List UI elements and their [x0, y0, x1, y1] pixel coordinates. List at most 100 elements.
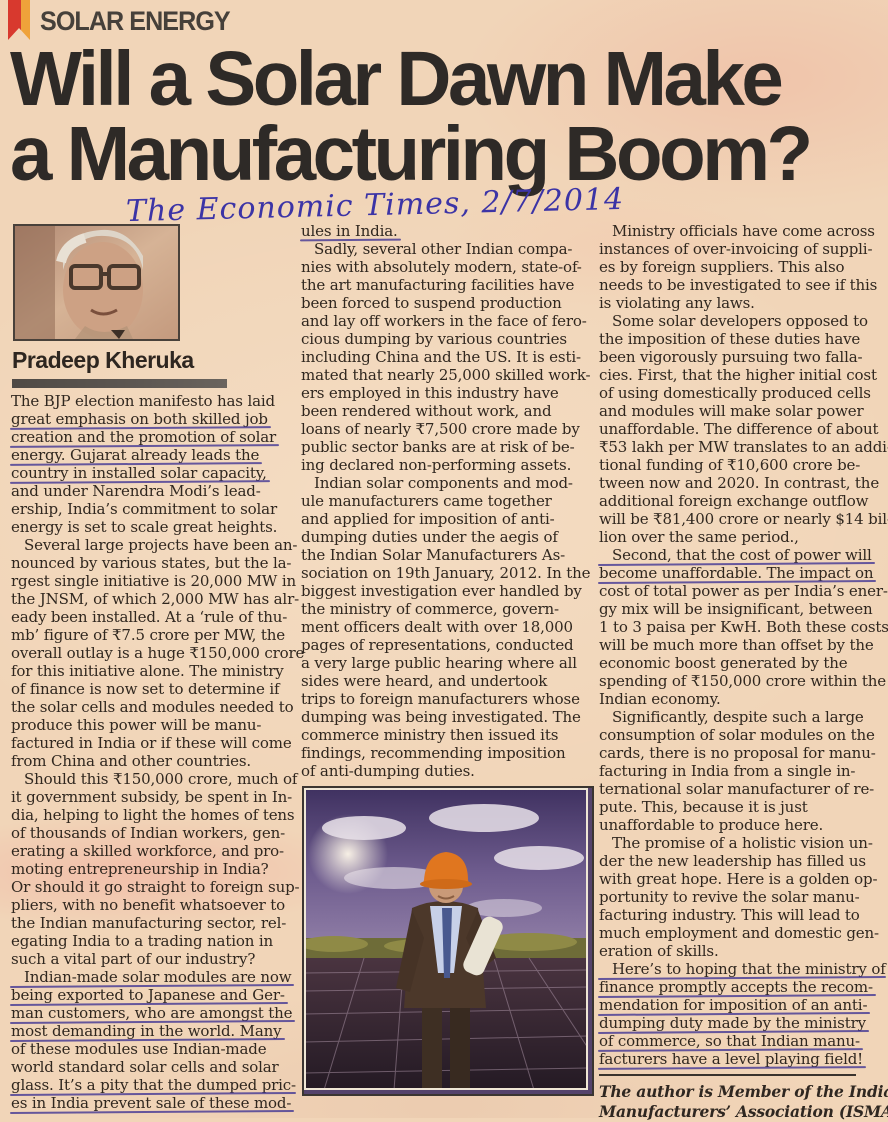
- article-line: man customers, who are amongst the: [11, 1004, 293, 1022]
- article-line: spending of ₹150,000 crore within the: [599, 672, 886, 690]
- article-line: Ministry officials have come across: [612, 222, 875, 240]
- article-line: finance promptly accepts the recom-: [599, 978, 873, 996]
- article-line: needs to be investigated to see if this: [599, 276, 878, 294]
- article-line: Several large projects have been an-: [24, 536, 298, 554]
- article-line: cies. First, that the higher initial cos…: [599, 366, 877, 384]
- bookmark-ribbon-icon: [8, 0, 30, 40]
- article-line: a very large public hearing where all: [301, 654, 577, 672]
- article-line: much employment and domestic gen-: [599, 924, 879, 942]
- portrait-smile: [90, 308, 118, 316]
- photo-man: [396, 852, 503, 1088]
- article-line: commerce ministry then issued its: [301, 726, 559, 744]
- article-line: been forced to suspend production: [301, 294, 562, 312]
- article-line: es in India prevent sale of these mod-: [11, 1094, 292, 1112]
- footer-divider: [599, 1074, 856, 1076]
- article-column-1: The BJP election manifesto has laid great…: [11, 392, 304, 1112]
- article-line: ternational solar manufacturer of re-: [599, 780, 875, 798]
- article-line: eration of skills.: [599, 942, 719, 960]
- article-line: 1 to 3 paisa per KwH. Both these costs: [599, 618, 888, 636]
- article-column-3-lines: Ministry officials have come across insta…: [599, 222, 888, 1068]
- article-line: being exported to Japanese and Ger-: [11, 986, 285, 1004]
- article-line: facturers have a level playing field!: [599, 1050, 864, 1068]
- article-line: facturing in India from a single in-: [599, 762, 856, 780]
- article-line: of finance is now set to determine if: [11, 680, 280, 698]
- article-line: ment officers dealt with over 18,000: [301, 618, 573, 636]
- article-line: Some solar developers opposed to: [612, 312, 868, 330]
- article-line: ership, India’s commitment to solar: [11, 500, 277, 518]
- article-line: creation and the promotion of solar: [11, 428, 277, 446]
- article-line: findings, recommending imposition: [301, 744, 566, 762]
- article-line: including China and the US. It is esti-: [301, 348, 581, 366]
- article-line: and applied for imposition of anti-: [301, 510, 555, 528]
- article-line: Should this ₹150,000 crore, much of: [24, 770, 298, 788]
- article-line: economic boost generated by the: [599, 654, 848, 672]
- article-line: consumption of solar modules on the: [599, 726, 875, 744]
- headline-line-2: a Manufacturing Boom?: [10, 111, 813, 197]
- section-kicker: SOLAR ENERGY: [40, 6, 231, 36]
- article-line: the ministry of commerce, govern-: [301, 600, 559, 618]
- article-line: ing declared non-performing assets.: [301, 456, 572, 474]
- article-line: mendation for imposition of an anti-: [599, 996, 868, 1014]
- article-line: erating a skilled workforce, and pro-: [11, 842, 284, 860]
- article-line: of commerce, so that Indian manu-: [599, 1032, 860, 1050]
- article-line: most demanding in the world. Many: [11, 1022, 282, 1040]
- article-line: The BJP election manifesto has laid: [11, 392, 275, 410]
- article-line: portunity to revive the solar manu-: [599, 888, 860, 906]
- article-line: of these modules use Indian-made: [11, 1040, 267, 1058]
- article-line: ules in India.: [301, 222, 398, 240]
- author-footnote-line-2: Manufacturers’ Association (ISMA): [599, 1102, 888, 1121]
- article-line: from China and other countries.: [11, 752, 252, 770]
- photo-blueprint-roll: [463, 916, 503, 976]
- article-line: the JNSM, of which 2,000 MW has alr-: [11, 590, 300, 608]
- byline-divider-bar: [12, 379, 227, 388]
- article-line: of anti-dumping duties.: [301, 762, 475, 780]
- article-line: will be ₹81,400 crore or nearly $14 bil-: [599, 510, 888, 528]
- headline: Will a Solar Dawn Make a Manufacturing B…: [10, 41, 886, 197]
- article-line: ule manufacturers came together: [301, 492, 552, 510]
- article-line: moting entrepreneurship in India?: [11, 860, 269, 878]
- article-line: factured in India or if these will come: [11, 734, 292, 752]
- article-line: unaffordable. The difference of about: [599, 420, 879, 438]
- article-line: lion over the same period.,: [599, 528, 799, 546]
- article-line: mated that nearly 25,000 skilled work-: [301, 366, 591, 384]
- article-line: and lay off workers in the face of fero-: [301, 312, 587, 330]
- article-line: Indian economy.: [599, 690, 721, 708]
- article-column-3: Ministry officials have come across insta…: [599, 222, 888, 1122]
- article-line: gy mix will be insignificant, between: [599, 600, 873, 618]
- article-line: egating India to a trading nation in: [11, 932, 274, 950]
- photo-hard-hat: [422, 852, 470, 886]
- byline-author-name: Pradeep Kheruka: [12, 347, 194, 373]
- article-line: der the new leadership has filled us: [599, 852, 866, 870]
- article-line: Sadly, several other Indian compa-: [314, 240, 573, 258]
- article-line: cious dumping by various countries: [301, 330, 567, 348]
- main-photo: [302, 786, 594, 1096]
- article-line: pliers, with no benefit whatsoever to: [11, 896, 286, 914]
- article-line: is violating any laws.: [599, 294, 755, 312]
- article-line: The promise of a holistic vision un-: [612, 834, 873, 852]
- article-line: nounced by various states, but the la-: [11, 554, 292, 572]
- article-line: dumping duty made by the ministry: [599, 1014, 866, 1032]
- article-line: been vigorously pursuing two falla-: [599, 348, 863, 366]
- article-line: energy is set to scale great heights.: [11, 518, 278, 536]
- article-line: Indian solar components and mod-: [314, 474, 573, 492]
- article-line: tional funding of ₹10,600 crore be-: [599, 456, 861, 474]
- article-line: the art manufacturing facilities have: [301, 276, 575, 294]
- portrait-collar: [111, 330, 125, 339]
- article-column-2: ules in India. Sadly, several other India…: [301, 222, 591, 780]
- article-line: the Indian Solar Manufacturers As-: [301, 546, 566, 564]
- article-line: glass. It’s a pity that the dumped pric-: [11, 1076, 296, 1094]
- article-line: Or should it go straight to foreign sup-: [11, 878, 300, 896]
- article-line: been rendered without work, and: [301, 402, 552, 420]
- article-line: the solar cells and modules needed to: [11, 698, 294, 716]
- article-line: unaffordable to produce here.: [599, 816, 824, 834]
- article-line: will be much more than offset by the: [599, 636, 874, 654]
- article-line: tween now and 2020. In contrast, the: [599, 474, 880, 492]
- article-line: the imposition of these duties have: [599, 330, 861, 348]
- photo-inner-frame: [304, 788, 588, 1090]
- article-line: of thousands of Indian workers, gen-: [11, 824, 286, 842]
- article-line: Indian-made solar modules are now: [11, 968, 292, 986]
- article-line: energy. Gujarat already leads the: [11, 446, 260, 464]
- article-line: public sector banks are at risk of be-: [301, 438, 575, 456]
- article-line: ers employed in this industry have: [301, 384, 559, 402]
- article-line: nies with absolutely modern, state-of-: [301, 258, 582, 276]
